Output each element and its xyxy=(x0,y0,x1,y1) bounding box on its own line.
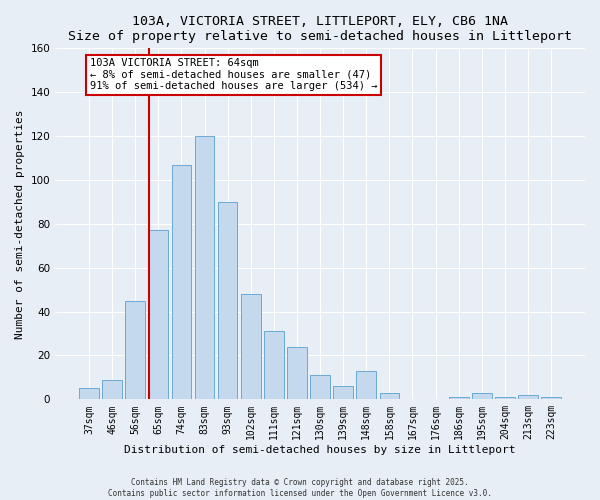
Bar xyxy=(79,388,99,400)
Y-axis label: Number of semi-detached properties: Number of semi-detached properties xyxy=(15,109,25,338)
Bar xyxy=(125,300,145,400)
X-axis label: Distribution of semi-detached houses by size in Littleport: Distribution of semi-detached houses by … xyxy=(124,445,516,455)
Text: Contains HM Land Registry data © Crown copyright and database right 2025.
Contai: Contains HM Land Registry data © Crown c… xyxy=(108,478,492,498)
Bar xyxy=(541,397,561,400)
Bar xyxy=(103,380,122,400)
Bar xyxy=(449,397,469,400)
Bar xyxy=(472,393,491,400)
Bar xyxy=(356,371,376,400)
Text: 103A VICTORIA STREET: 64sqm
← 8% of semi-detached houses are smaller (47)
91% of: 103A VICTORIA STREET: 64sqm ← 8% of semi… xyxy=(89,58,377,92)
Bar xyxy=(287,346,307,400)
Bar xyxy=(264,332,284,400)
Bar xyxy=(334,386,353,400)
Bar xyxy=(380,393,399,400)
Bar xyxy=(241,294,260,400)
Title: 103A, VICTORIA STREET, LITTLEPORT, ELY, CB6 1NA
Size of property relative to sem: 103A, VICTORIA STREET, LITTLEPORT, ELY, … xyxy=(68,15,572,43)
Bar xyxy=(495,397,515,400)
Bar xyxy=(218,202,238,400)
Bar xyxy=(310,375,330,400)
Bar xyxy=(172,164,191,400)
Bar xyxy=(149,230,168,400)
Bar xyxy=(518,395,538,400)
Bar xyxy=(195,136,214,400)
